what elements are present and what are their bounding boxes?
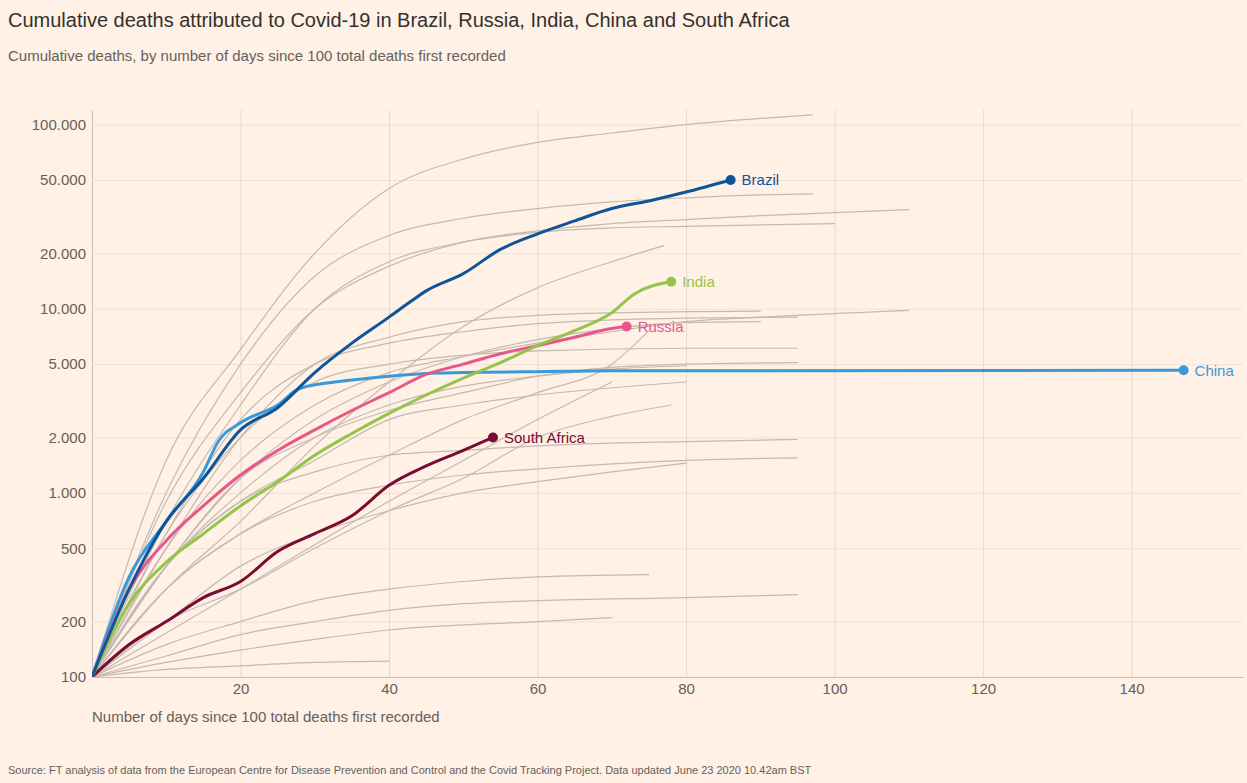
y-grid-line [92, 622, 1243, 623]
y-grid-line [92, 180, 1243, 181]
y-tick-label: 500 [61, 540, 86, 557]
y-tick: 500 [61, 540, 1243, 557]
end-marker [488, 432, 498, 442]
series-line [92, 282, 671, 677]
background-line [92, 458, 797, 677]
chart: Cumulative deaths attributed to Covid-19… [0, 0, 1247, 783]
y-tick-label: 1.000 [48, 484, 86, 501]
y-tick: 50.000 [40, 171, 1243, 188]
y-axis-line [92, 111, 93, 678]
y-tick-label: 50.000 [40, 171, 86, 188]
background-line [92, 405, 671, 677]
x-axis-line [93, 677, 1244, 678]
x-tick-label: 140 [1120, 680, 1145, 697]
y-tick: 10.000 [40, 300, 1243, 317]
background-line [92, 322, 760, 677]
subtitle: Cumulative deaths, by number of days sin… [8, 47, 506, 64]
background-line [92, 310, 909, 677]
x-grid-line [983, 110, 984, 677]
y-grid-line [92, 125, 1243, 126]
x-tick-label: 20 [233, 680, 250, 697]
background-line [92, 382, 686, 677]
background-line [92, 595, 797, 677]
background-line [92, 194, 812, 677]
y-tick-label: 100 [61, 668, 86, 685]
background-line [92, 439, 797, 677]
y-tick-label: 5.000 [48, 355, 86, 372]
x-grid-line [241, 110, 242, 677]
x-tick-label: 60 [530, 680, 547, 697]
end-marker [1179, 365, 1189, 375]
x-grid-line [835, 110, 836, 677]
series-label: India [682, 273, 715, 290]
series-line [92, 327, 627, 677]
series-label: Russia [638, 318, 685, 335]
series-label: South Africa [504, 429, 586, 446]
x-tick-label: 40 [381, 680, 398, 697]
end-marker [726, 175, 736, 185]
x-tick-label: 120 [971, 680, 996, 697]
y-tick-label: 100.000 [32, 116, 86, 133]
x-tick: 120 [971, 110, 996, 697]
y-grid-line [92, 677, 1243, 678]
end-marker [666, 277, 676, 287]
y-grid-line [92, 548, 1243, 549]
background-line [92, 210, 909, 677]
y-tick-label: 10.000 [40, 300, 86, 317]
background-line [92, 618, 612, 677]
y-tick-label: 200 [61, 613, 86, 630]
y-axis: 100 200 500 1.000 2.000 5.000 10.000 20.000 50.0… [32, 111, 1243, 686]
y-tick: 200 [61, 613, 1243, 630]
background-line [92, 115, 812, 677]
source: Source: FT analysis of data from the Eur… [8, 764, 812, 776]
x-axis-title: Number of days since 100 total deaths fi… [92, 708, 440, 725]
x-grid-line [686, 110, 687, 677]
series-labels: China South Africa Russia India Brazil [504, 171, 1234, 445]
x-tick-label: 100 [823, 680, 848, 697]
background-line [92, 331, 649, 677]
y-grid-line [92, 437, 1243, 438]
y-tick-label: 20.000 [40, 245, 86, 262]
series-label: China [1195, 362, 1235, 379]
y-grid-line [92, 493, 1243, 494]
x-tick: 100 [823, 110, 848, 697]
series-line [92, 180, 731, 677]
x-tick: 60 [530, 110, 547, 697]
x-tick-label: 80 [678, 680, 695, 697]
plot-area [92, 115, 1189, 677]
end-marker [622, 322, 632, 332]
x-axis: 20 40 60 80 100 120 140 [93, 110, 1244, 697]
background-line [92, 575, 649, 677]
background [0, 0, 1247, 783]
background-line [92, 661, 389, 677]
background-line [92, 463, 686, 677]
background-line [92, 363, 797, 677]
x-grid-line [1132, 110, 1133, 677]
series-label: Brazil [742, 171, 780, 188]
background-line [92, 224, 835, 677]
y-tick-label: 2.000 [48, 429, 86, 446]
y-grid-line [92, 253, 1243, 254]
x-tick: 140 [1120, 110, 1145, 697]
y-grid-line [92, 309, 1243, 310]
x-grid-line [538, 110, 539, 677]
series-line [92, 370, 1184, 677]
title: Cumulative deaths attributed to Covid-19… [8, 9, 790, 31]
y-tick: 20.000 [40, 245, 1243, 262]
